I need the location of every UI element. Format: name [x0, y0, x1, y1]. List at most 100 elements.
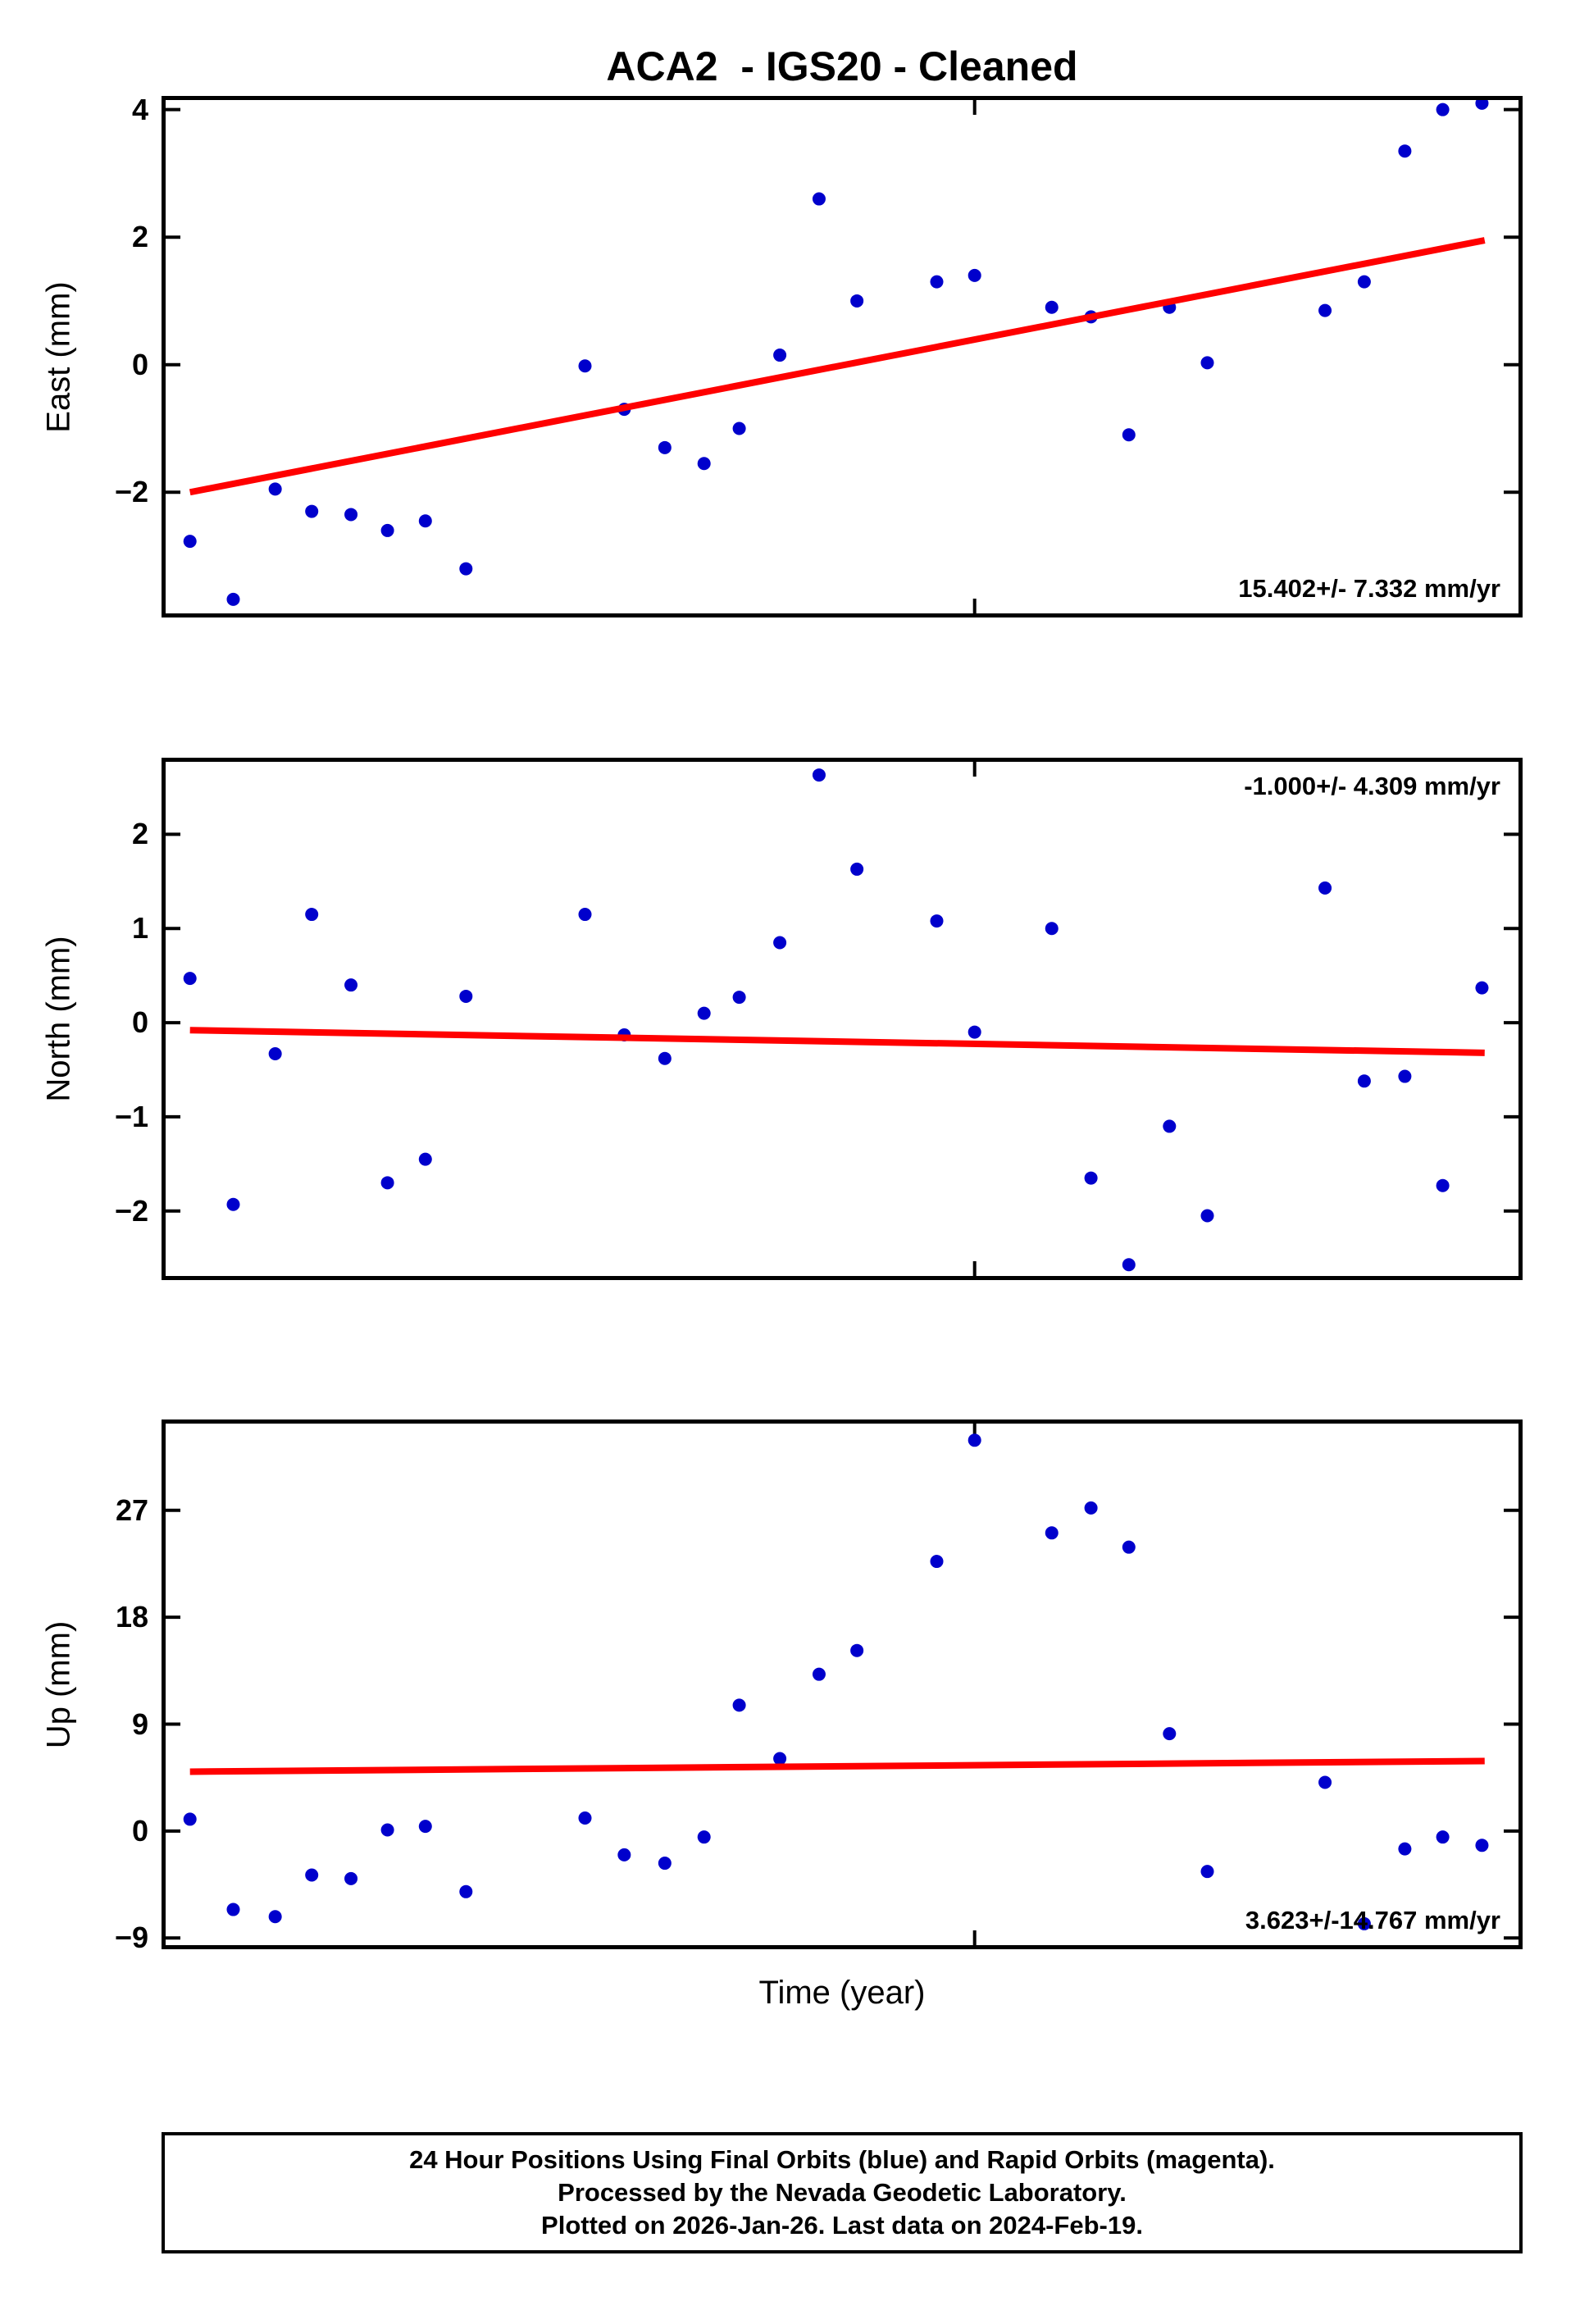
north-axis-title-text: North (mm) [40, 936, 77, 1102]
data-point [697, 457, 711, 471]
chart-title: ACA2 - IGS20 - Cleaned [606, 43, 1078, 89]
y-tick-label: −2 [114, 1193, 148, 1228]
data-point [226, 1197, 240, 1211]
data-point [459, 1884, 473, 1898]
data-point [1398, 1842, 1412, 1856]
north-scatter-svg [166, 762, 1518, 1276]
data-point [1318, 1775, 1332, 1789]
data-point [380, 1176, 394, 1190]
data-point [1045, 922, 1059, 936]
data-point [1122, 1258, 1136, 1272]
data-point [1357, 1916, 1371, 1930]
y-tick-label: 0 [131, 347, 148, 381]
data-point [418, 1820, 432, 1834]
rate-annotation: 15.402+/- 7.332 mm/yr [1238, 574, 1500, 603]
y-tick-label: 1 [131, 911, 148, 946]
data-point [968, 1433, 981, 1447]
data-point [380, 523, 394, 537]
data-point [1084, 1501, 1098, 1515]
data-point [418, 514, 432, 528]
east-axis-title-text: East (mm) [40, 280, 77, 433]
data-point [732, 422, 746, 435]
data-point [658, 1857, 672, 1871]
y-tick-label: 2 [131, 220, 148, 254]
data-point [344, 508, 358, 522]
data-point [773, 349, 787, 362]
data-point [1122, 428, 1136, 442]
y-tick-label: −2 [114, 475, 148, 509]
data-point [1163, 1119, 1177, 1133]
data-point [268, 482, 282, 496]
data-point [968, 268, 981, 282]
data-point [1475, 100, 1489, 110]
data-point [459, 562, 473, 576]
data-point [773, 936, 787, 950]
data-point [1398, 1069, 1412, 1083]
y-tick-label: 0 [131, 1005, 148, 1040]
data-point [1436, 1830, 1450, 1844]
data-point [732, 1698, 746, 1712]
data-point [305, 908, 319, 922]
data-point [1475, 1839, 1489, 1852]
data-point [1122, 1540, 1136, 1554]
footer-line-3: Plotted on 2026-Jan-26. Last data on 202… [541, 2211, 1143, 2240]
data-point [183, 972, 197, 986]
rate-annotation: -1.000+/- 4.309 mm/yr [1244, 772, 1500, 800]
data-point [930, 914, 944, 928]
x-axis-title: Time (year) [758, 1975, 926, 2011]
data-point [773, 1752, 787, 1766]
data-point [930, 1555, 944, 1569]
y-tick-label: 2 [131, 817, 148, 851]
up-axis-title-text: Up (mm) [40, 1620, 77, 1748]
data-point [1436, 103, 1450, 116]
data-point [226, 592, 240, 606]
north-panel: North (mm) -1.000+/- 4.309 mm/yr 2 1 0 −1 −2 [41, 758, 1523, 1280]
data-point [268, 1910, 282, 1924]
data-point [268, 1046, 282, 1060]
trend-line [189, 1757, 1485, 1775]
data-point [305, 1868, 319, 1882]
data-point [1318, 881, 1332, 895]
east-panel: East (mm) 15.402+/- 7.332 mm/yr 4 2 0 −2 [41, 93, 1523, 617]
data-point [697, 1830, 711, 1844]
y-tick-label: −9 [114, 1921, 148, 1955]
data-point [1398, 144, 1412, 158]
data-point [617, 1848, 631, 1861]
data-point [968, 1025, 981, 1039]
trend-line [189, 237, 1486, 496]
data-point [1357, 275, 1371, 289]
data-point [226, 1902, 240, 1916]
data-point [183, 535, 197, 549]
data-point [578, 359, 592, 373]
y-tick-label: 9 [131, 1707, 148, 1741]
data-point [812, 192, 826, 206]
data-point [1200, 1865, 1214, 1879]
footer-line-1: 24 Hour Positions Using Final Orbits (bl… [409, 2144, 1275, 2174]
data-point [380, 1823, 394, 1837]
data-point [1357, 1074, 1371, 1088]
data-point [344, 978, 358, 992]
north-plot-area: -1.000+/- 4.309 mm/yr [162, 758, 1523, 1280]
data-point [1045, 1526, 1059, 1540]
data-point [850, 1643, 864, 1657]
up-plot-area: 3.623+/-14.767 mm/yr [162, 1419, 1523, 1949]
up-axis-title: Up (mm) [30, 1419, 88, 1949]
data-point [459, 989, 473, 1003]
data-point [1200, 1209, 1214, 1223]
y-tick-label: 18 [115, 1600, 148, 1634]
y-tick-label: −1 [114, 1099, 148, 1133]
y-tick-label: 27 [115, 1492, 148, 1527]
data-point [1084, 1171, 1098, 1185]
up-panel: Up (mm) 3.623+/-14.767 mm/yr 27 18 9 0 −9 [41, 1419, 1523, 1954]
data-point [1045, 300, 1059, 314]
data-point [1200, 356, 1214, 370]
east-scatter-svg [166, 100, 1518, 613]
rate-annotation: 3.623+/-14.767 mm/yr [1245, 1906, 1500, 1934]
east-axis-title: East (mm) [30, 96, 88, 617]
footer-box: 24 Hour Positions Using Final Orbits (bl… [162, 2132, 1523, 2253]
footer-line-2: Processed by the Nevada Geodetic Laborat… [558, 2177, 1127, 2207]
data-point [1475, 981, 1489, 995]
data-point [812, 1667, 826, 1681]
data-point [1318, 303, 1332, 317]
